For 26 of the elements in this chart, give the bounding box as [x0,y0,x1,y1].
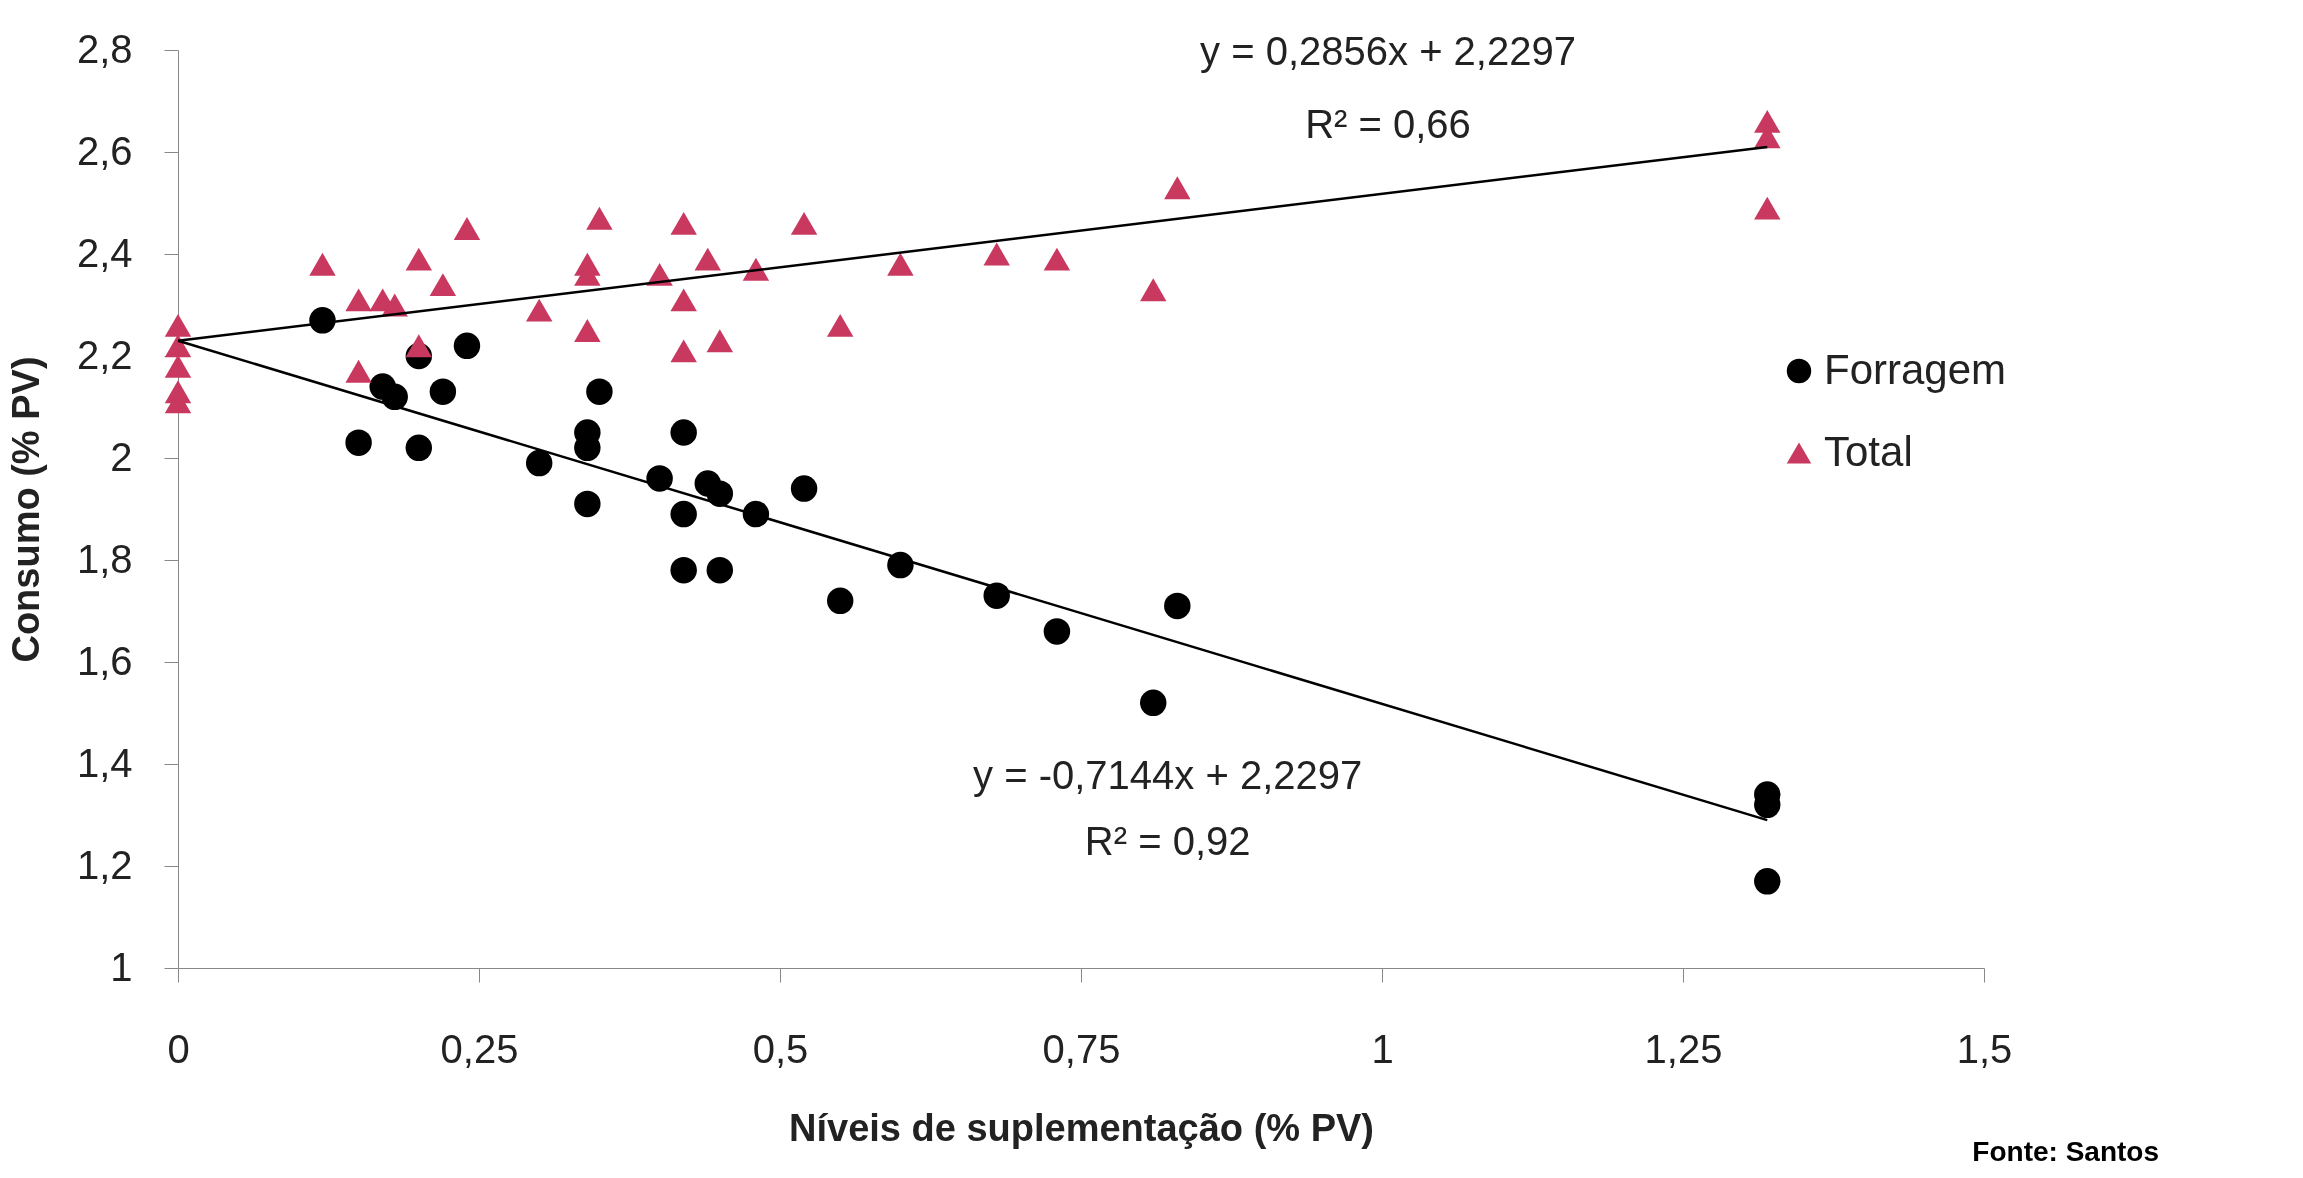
x-tick-label: 1 [1371,1026,1394,1071]
y-tick-label: 2,8 [76,26,133,71]
x-tick-label: 1,5 [1956,1026,2013,1071]
y-tick-label: 1,8 [76,536,133,581]
y-tick-label: 1,4 [76,740,133,785]
x-tick-label: 1,25 [1644,1026,1723,1071]
y-tick-label: 2,4 [76,230,133,275]
y-tick-label: 2 [110,434,133,479]
annotation: y = -0,7144x + 2,2297 [973,753,1363,797]
y-tick-label: 2,6 [76,128,133,173]
y-tick-label: 1 [110,944,133,989]
x-tick-label: 0 [167,1026,190,1071]
annotation: R² = 0,66 [1305,102,1471,146]
y-tick-label: 1,2 [76,842,133,887]
x-tick-label: 0,5 [752,1026,809,1071]
x-axis-title: Níveis de suplementação (% PV) [789,1106,1374,1149]
x-tick-label: 0,25 [440,1026,519,1071]
legend-label: Forragem [1824,346,2007,393]
y-tick-label: 2,2 [76,332,133,377]
y-tick-label: 1,6 [76,638,133,683]
annotation: y = 0,2856x + 2,2297 [1200,29,1576,73]
legend-label: Total [1824,428,1913,475]
x-tick-label: 0,75 [1042,1026,1121,1071]
annotation: R² = 0,92 [1084,819,1251,863]
source-note: Fonte: Santos [1972,1136,2159,1167]
y-axis-title: Consumo (% PV) [4,356,47,663]
